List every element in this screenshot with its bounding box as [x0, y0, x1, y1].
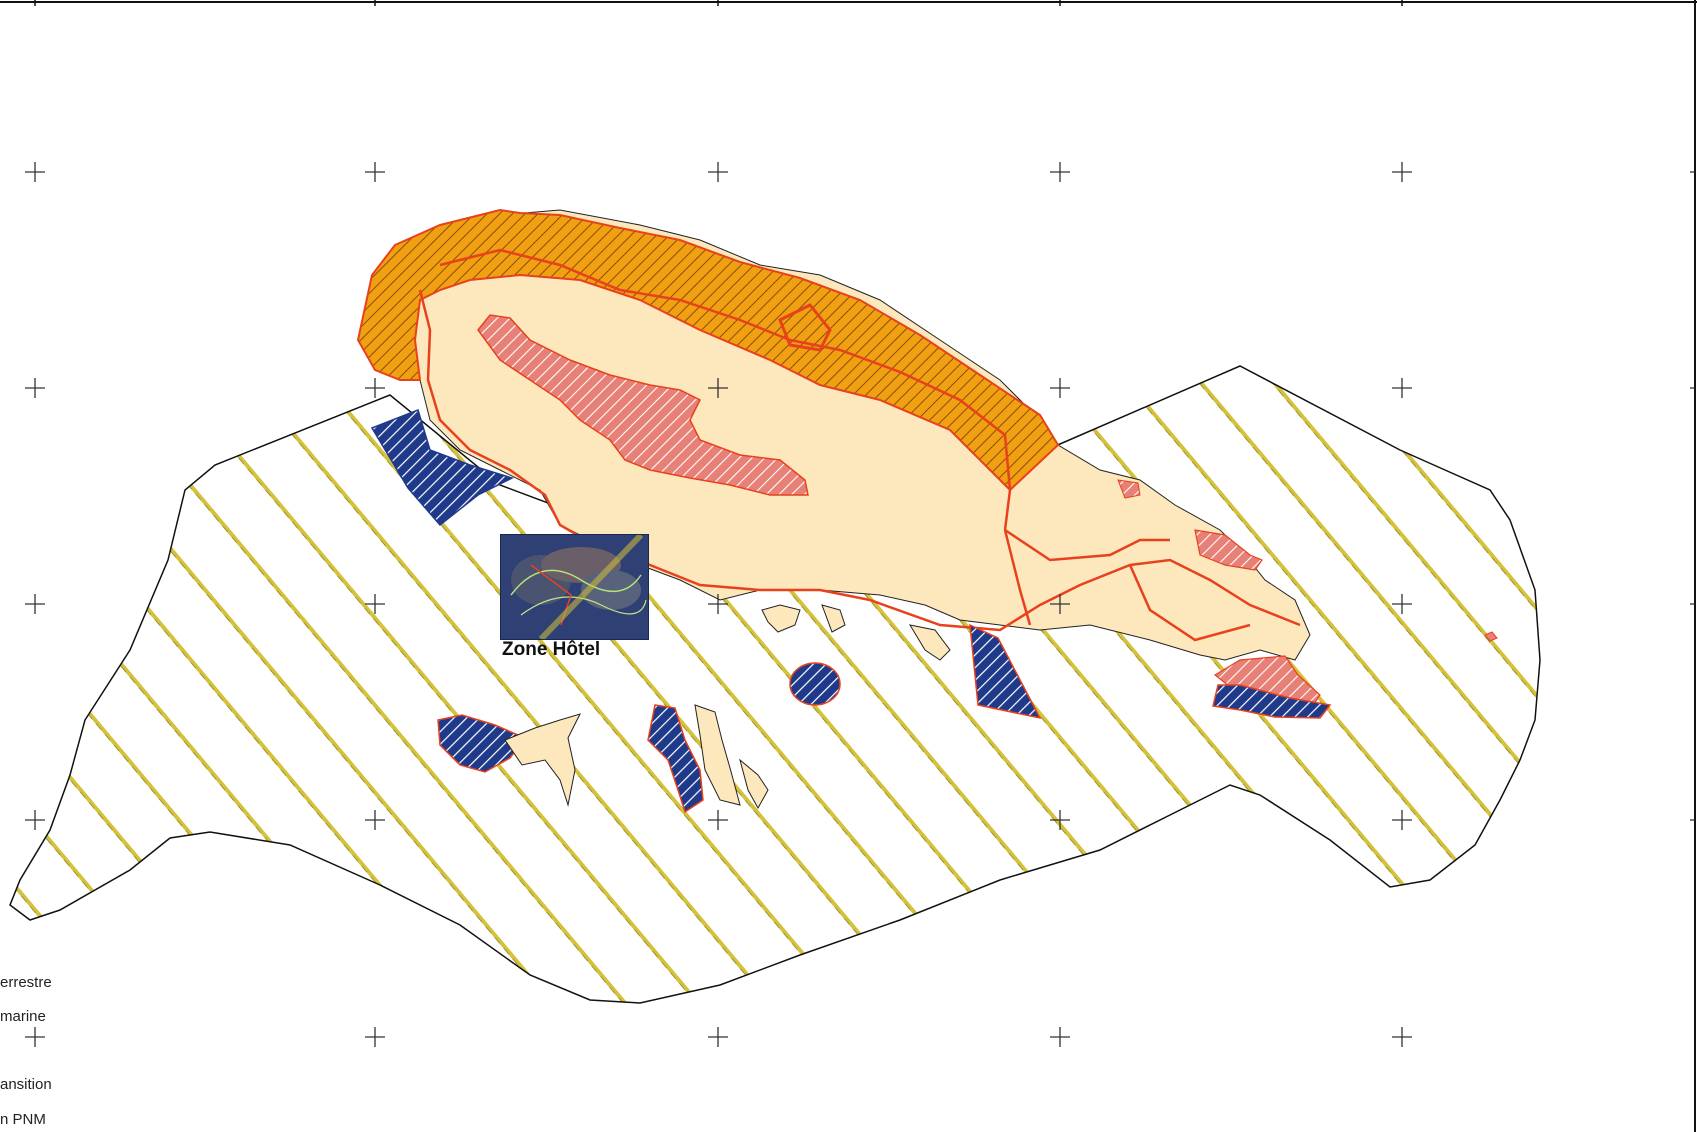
legend-item-marine: marine [0, 1008, 46, 1025]
marine-core-south [969, 623, 1042, 720]
small-islands [504, 604, 1498, 810]
reserve-zone-central [477, 314, 809, 496]
marine-core-islet-b [647, 704, 704, 814]
marine-core-islet-a [437, 714, 527, 773]
satellite-image [501, 535, 648, 639]
hotel-zone-satellite-thumbnail[interactable] [500, 534, 649, 640]
reserve-zone-east [1194, 529, 1263, 571]
marine-core-islet-c [789, 662, 841, 706]
zone-hotel-label: Zone Hôtel [502, 639, 601, 660]
marine-core-west [370, 409, 515, 527]
legend-item-transition: ansition [0, 1076, 52, 1093]
reserve-zone-islet [1117, 479, 1141, 499]
marine-core-southeast [1212, 684, 1332, 719]
graticule [25, 162, 1695, 1047]
forest-zone-north [356, 208, 1060, 492]
legend-item-pnm: n PNM [0, 1111, 46, 1128]
legend-item-terrestrial: errestre [0, 974, 52, 991]
